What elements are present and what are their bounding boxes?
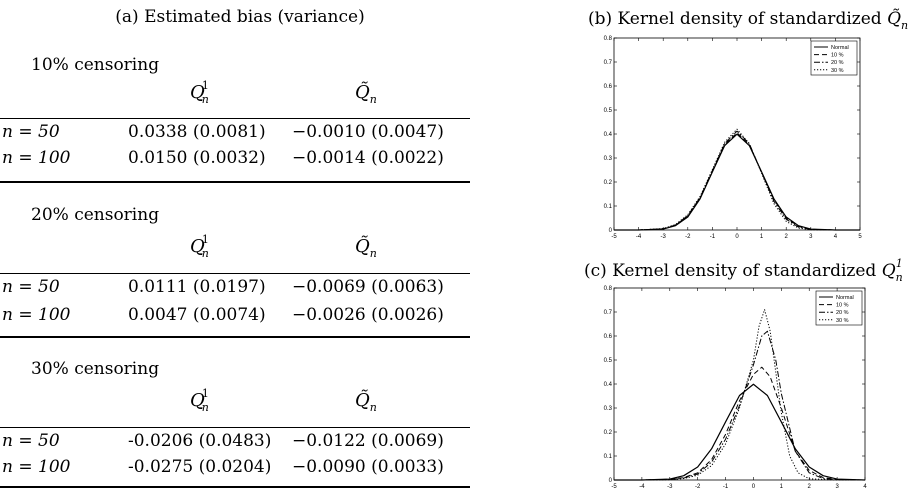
- cell-q1: 0.0047 (0.0074): [128, 305, 266, 325]
- table-rule: [0, 486, 470, 488]
- y-tick-label: 0: [609, 478, 613, 484]
- x-tick-label: 1: [780, 484, 784, 488]
- legend-label: 30 %: [831, 68, 844, 74]
- cell-q1: 0.0150 (0.0032): [128, 148, 266, 168]
- x-tick-label: 4: [834, 234, 838, 240]
- x-tick-label: -2: [685, 234, 691, 240]
- row-n-label: n = 100: [2, 305, 71, 325]
- x-tick-label: -2: [695, 484, 701, 488]
- legend-label: 10 %: [836, 303, 849, 309]
- x-tick-label: -3: [667, 484, 673, 488]
- x-tick-label: 3: [809, 234, 813, 240]
- y-tick-label: 0.3: [604, 156, 613, 162]
- x-tick-label: -5: [611, 484, 617, 488]
- y-tick-label: 0: [609, 228, 613, 234]
- table-rule: [0, 118, 470, 119]
- legend-label: 10 %: [831, 53, 844, 59]
- col-head-qt: Q̃n: [355, 236, 377, 260]
- series-line-10: [614, 366, 866, 481]
- y-tick-label: 0.1: [604, 204, 613, 210]
- y-tick-label: 0.7: [604, 60, 613, 66]
- chart-c-title: (c) Kernel density of standardized Qn1: [584, 257, 903, 284]
- series-line-Normal: [614, 383, 866, 481]
- table-title: (a) Estimated bias (variance): [115, 7, 365, 27]
- y-tick-label: 0.8: [604, 286, 613, 292]
- row-n-label: n = 50: [2, 122, 60, 142]
- row-n-label: n = 100: [2, 457, 71, 477]
- chart-c: -5 -4 -3 -2 -1 0 1 2 3 4 0 0.1 0.2 0.3 0.4 0.5 0.6 0.7 0.8…: [604, 286, 868, 488]
- y-tick-label: 0.2: [604, 180, 613, 186]
- x-tick-label: 2: [785, 234, 789, 240]
- y-tick-label: 0.8: [604, 36, 613, 42]
- series-line-30: [614, 128, 860, 231]
- x-tick-label: 2: [808, 484, 812, 488]
- cell-qt: −0.0010 (0.0047): [292, 122, 444, 142]
- y-tick-label: 0.5: [604, 108, 613, 114]
- legend-label: 30 %: [836, 318, 849, 324]
- legend-label: Normal: [836, 295, 854, 301]
- chart-b-title: (b) Kernel density of standardized Q̃n: [588, 9, 909, 32]
- y-tick-label: 0.4: [604, 132, 613, 138]
- col-head-q1: Qn1: [190, 233, 209, 260]
- y-tick-label: 0.2: [604, 430, 613, 436]
- col-head-q1: Qn1: [190, 79, 209, 106]
- legend-label: 20 %: [831, 60, 844, 66]
- section-label-10: 10% censoring: [31, 55, 160, 75]
- series-line-20: [614, 330, 866, 481]
- x-tick-label: 0: [735, 234, 739, 240]
- y-tick-label: 0.4: [604, 382, 613, 388]
- row-n-label: n = 50: [2, 431, 60, 451]
- x-tick-label: 4: [863, 484, 867, 488]
- chart-b: -5 -4 -3 -2 -1 0 1 2 3 4 5 0 0.1 0.2 0.3 0.4 0.5 0.6 0.7 0.…: [604, 36, 863, 240]
- y-tick-label: 0.5: [604, 358, 613, 364]
- x-tick-label: -3: [661, 234, 667, 240]
- x-tick-label: 1: [760, 234, 764, 240]
- cell-qt: −0.0069 (0.0063): [292, 277, 444, 297]
- cell-q1: -0.0206 (0.0483): [128, 431, 272, 451]
- y-tick-label: 0.7: [604, 310, 613, 316]
- col-head-qt: Q̃n: [355, 390, 377, 414]
- x-tick-label: 0: [752, 484, 756, 488]
- series-line-30: [614, 309, 865, 481]
- cell-q1: 0.0338 (0.0081): [128, 122, 266, 142]
- col-head-qt: Q̃n: [355, 82, 377, 106]
- table-rule: [0, 427, 470, 428]
- y-tick-label: 0.6: [604, 84, 613, 90]
- row-n-label: n = 50: [2, 277, 60, 297]
- cell-qt: −0.0026 (0.0026): [292, 305, 444, 325]
- x-tick-label: -1: [723, 484, 729, 488]
- table-rule: [0, 181, 470, 183]
- cell-qt: −0.0122 (0.0069): [292, 431, 444, 451]
- x-tick-label: 5: [858, 234, 862, 240]
- section-label-20: 20% censoring: [31, 205, 160, 225]
- x-tick-label: -4: [639, 484, 645, 488]
- x-tick-label: -1: [710, 234, 716, 240]
- cell-q1: 0.0111 (0.0197): [128, 277, 266, 297]
- x-tick-label: -4: [636, 234, 642, 240]
- cell-q1: -0.0275 (0.0204): [128, 457, 272, 477]
- cell-qt: −0.0090 (0.0033): [292, 457, 444, 477]
- table-rule: [0, 273, 470, 274]
- x-tick-label: 3: [835, 484, 839, 488]
- cell-qt: −0.0014 (0.0022): [292, 148, 444, 168]
- col-head-q1: Qn1: [190, 387, 209, 414]
- section-label-30: 30% censoring: [31, 359, 160, 379]
- y-tick-label: 0.3: [604, 406, 613, 412]
- y-tick-label: 0.6: [604, 334, 613, 340]
- x-tick-label: -5: [611, 234, 617, 240]
- table-rule: [0, 336, 470, 338]
- y-tick-label: 0.1: [604, 454, 613, 460]
- row-n-label: n = 100: [2, 148, 71, 168]
- legend-label: Normal: [831, 45, 849, 51]
- legend-label: 20 %: [836, 310, 849, 316]
